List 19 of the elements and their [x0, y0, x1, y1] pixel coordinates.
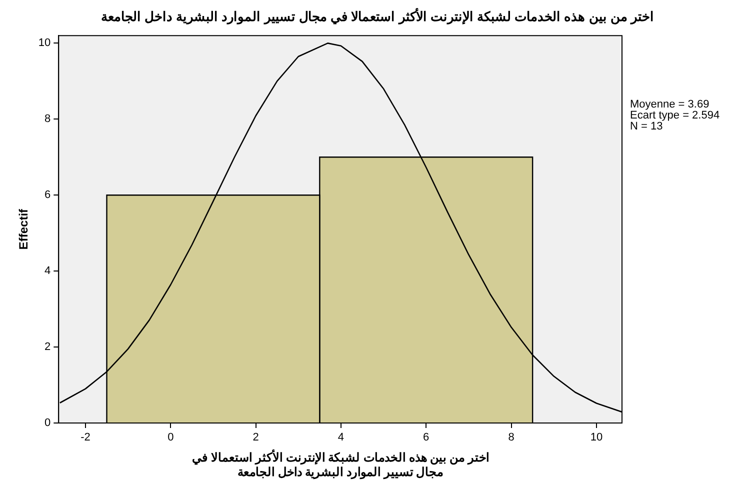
x-axis-title: اختر من بين هذه الخدمات لشبكة الإنترنت الأكثر استعمالا في مجال تسيير الموارد البشرية داخل الجامعة — [192, 450, 489, 480]
text: N = 13 — [630, 120, 663, 133]
y-tick-label: 10 — [38, 37, 51, 50]
x-tick-label: -2 — [80, 432, 90, 444]
x-tick-label: 6 — [423, 432, 430, 444]
y-tick-label: 4 — [44, 265, 51, 278]
y-tick-label: 0 — [44, 417, 51, 430]
text: Moyenne = 3.69 — [630, 98, 710, 111]
y-axis-title: Effectif — [16, 208, 31, 250]
x-tick-label: 4 — [338, 432, 344, 444]
x-tick-label: 0 — [168, 432, 174, 444]
x-tick-label: 8 — [508, 432, 514, 444]
y-tick-label: 2 — [44, 341, 51, 354]
text: Ecart type = 2.594 — [630, 110, 720, 122]
x-tick-label: 2 — [252, 432, 259, 444]
chart-title: اختر من بين هذه الخدمات لشبكة الإنترنت الأكثر استعمالا في مجال تسيير الموارد البشرية داخل الجامعة — [100, 9, 654, 24]
x-tick-label: 10 — [590, 432, 603, 444]
y-tick-label: 6 — [44, 189, 51, 202]
y-tick-label: 8 — [44, 113, 51, 126]
